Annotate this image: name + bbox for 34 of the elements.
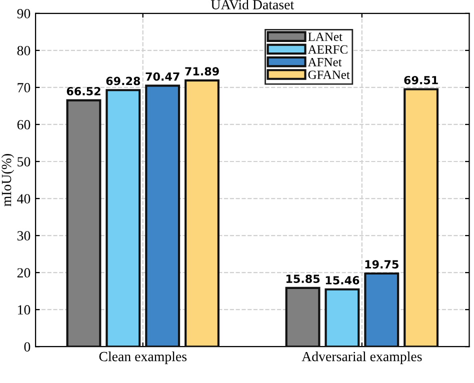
y-tick-label: 20 [17, 268, 30, 278]
y-tick-label: 70 [18, 83, 30, 92]
data-label: 71.89 [185, 67, 219, 76]
y-tick-label: 30 [17, 231, 30, 240]
y-tick-label: 50 [18, 157, 30, 166]
data-label: 66.52 [66, 87, 100, 96]
bar [285, 286, 320, 347]
bar [106, 89, 141, 347]
y-tick-label: 80 [17, 46, 30, 56]
bar [324, 288, 360, 347]
data-label: 15.85 [286, 274, 320, 283]
y-tick-label: 60 [17, 120, 30, 130]
data-label: 70.47 [146, 72, 180, 81]
data-label: 19.75 [365, 260, 398, 269]
x-tick-label: Clean examples [99, 351, 187, 364]
bar [364, 272, 400, 347]
bar [404, 88, 439, 347]
data-label: 69.28 [106, 76, 140, 86]
y-tick-label: 90 [17, 8, 30, 18]
y-tick-label: 0 [24, 342, 30, 352]
bar [145, 84, 180, 347]
legend-label: LANet [308, 32, 342, 42]
x-tick-label: Adversarial examples [302, 351, 422, 364]
legend-label: AFNet [308, 58, 342, 66]
y-tick-label: 10 [18, 305, 30, 315]
legend-label: GFANet [308, 70, 350, 80]
y-tick-label: 40 [17, 194, 30, 204]
bar [184, 79, 220, 347]
bar [66, 99, 102, 347]
data-label: 69.51 [404, 76, 438, 84]
chart-title: UAVid Dataset [211, 0, 294, 10]
y-axis-title: mIoU(%) [1, 154, 14, 206]
data-label: 15.46 [326, 276, 360, 284]
legend-label: AERFC [308, 45, 348, 54]
